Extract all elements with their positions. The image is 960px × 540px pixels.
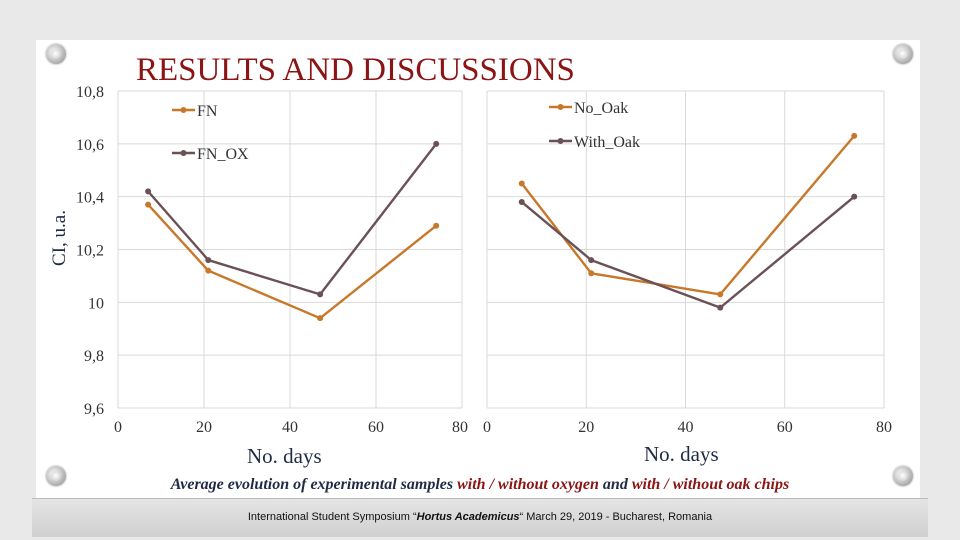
chart-2-series-No_Oak-point <box>717 291 724 298</box>
chart-1-series-FN-point <box>317 315 324 322</box>
chart-2-series-With_Oak-line <box>520 195 855 309</box>
chart-2-xtick-label: 20 <box>578 419 594 436</box>
chart-2-legend-With_Oak-label: With_Oak <box>574 134 640 151</box>
screw-bottom-right <box>893 466 913 486</box>
chart-1-xtick-label: 20 <box>196 419 212 436</box>
screw-top-right <box>893 44 913 64</box>
chart-2-xtick-label: 60 <box>777 419 793 436</box>
chart-2-xtick-label: 40 <box>678 419 694 436</box>
footer-bar: International Student Symposium “Hortus … <box>32 498 928 537</box>
chart-2-series-No_Oak-line <box>520 135 856 296</box>
chart-2-series-No_Oak-point <box>851 132 858 139</box>
chart-1-ytick-label: 10,6 <box>76 137 104 154</box>
figure-caption: Average evolution of experimental sample… <box>0 476 960 494</box>
caption-part-4: with / without oak chips <box>631 476 790 493</box>
chart-1-legend-FN_OX-marker <box>180 150 187 156</box>
chart-1-series-FN_OX-line <box>147 143 438 296</box>
y-axis-label: CI, u.a. <box>49 210 70 266</box>
chart-1-series-FN-line <box>147 203 437 320</box>
chart-2-series-With_Oak-point <box>851 193 858 200</box>
chart-1-series-FN-point <box>205 267 212 274</box>
chart-2-series-No_Oak-point <box>518 180 525 187</box>
chart-2-xtick-label: 80 <box>876 419 892 436</box>
chart-1-legend-FN-label: FN <box>197 103 218 120</box>
caption-part-1: Average evolution of experimental sample… <box>170 476 458 493</box>
chart-1-xtick-label: 60 <box>368 419 384 436</box>
screw-top-left <box>46 44 66 64</box>
footer-prefix: International Student Symposium “ <box>247 511 417 523</box>
chart-1-series-FN_OX-point <box>205 257 212 264</box>
chart-2-legend-No_Oak-marker <box>557 104 564 110</box>
chart-1-series-FN-point <box>433 222 440 229</box>
chart-1-ytick-label: 10,4 <box>76 190 104 207</box>
chart-1-ytick-label: 10 <box>88 295 104 312</box>
chart-1-ytick-label: 9,6 <box>84 401 104 418</box>
footer-suffix: “ March 29, 2019 - Bucharest, Romania <box>519 511 713 523</box>
chart-1-xtick-label: 0 <box>114 419 122 436</box>
chart-2-xtick-label: 0 <box>483 419 491 436</box>
footer-text: International Student Symposium “Hortus … <box>32 511 928 523</box>
screw-bottom-left <box>46 466 66 486</box>
chart-2-series-No_Oak-point <box>588 270 595 277</box>
caption-part-3: and <box>598 476 632 493</box>
footer-event: Hortus Academicus <box>416 511 520 523</box>
chart-1-ytick-label: 10,8 <box>76 84 104 101</box>
chart-2-legend-No_Oak-label: No_Oak <box>574 100 628 117</box>
chart-2-series-With_Oak-point <box>588 257 595 264</box>
chart-1-series-FN_OX-point <box>145 188 152 195</box>
chart-2-legend-With_Oak-marker <box>557 138 564 144</box>
x-axis-label-left: No. days <box>247 444 322 468</box>
chart-2-series-With_Oak-point <box>518 198 525 205</box>
chart-1-ytick-label: 10,2 <box>76 243 104 260</box>
slide-frame <box>36 40 920 500</box>
chart-1-legend-FN-marker <box>180 107 187 113</box>
chart-1-series-FN_OX-point <box>317 291 324 298</box>
chart-1-xtick-label: 40 <box>282 419 298 436</box>
slide-title: RESULTS AND DISCUSSIONS <box>136 52 575 88</box>
chart-1-series-FN_OX-point <box>433 140 440 147</box>
chart-1-xtick-label: 80 <box>452 419 468 436</box>
chart-1-legend-FN_OX-label: FN_OX <box>197 146 249 163</box>
chart-2-series-With_Oak-point <box>717 304 724 311</box>
x-axis-label-right: No. days <box>644 442 719 466</box>
caption-part-2: with / without oxygen <box>457 476 599 493</box>
chart-1-series-FN-point <box>145 201 152 208</box>
chart-1-ytick-label: 9,8 <box>84 348 104 365</box>
